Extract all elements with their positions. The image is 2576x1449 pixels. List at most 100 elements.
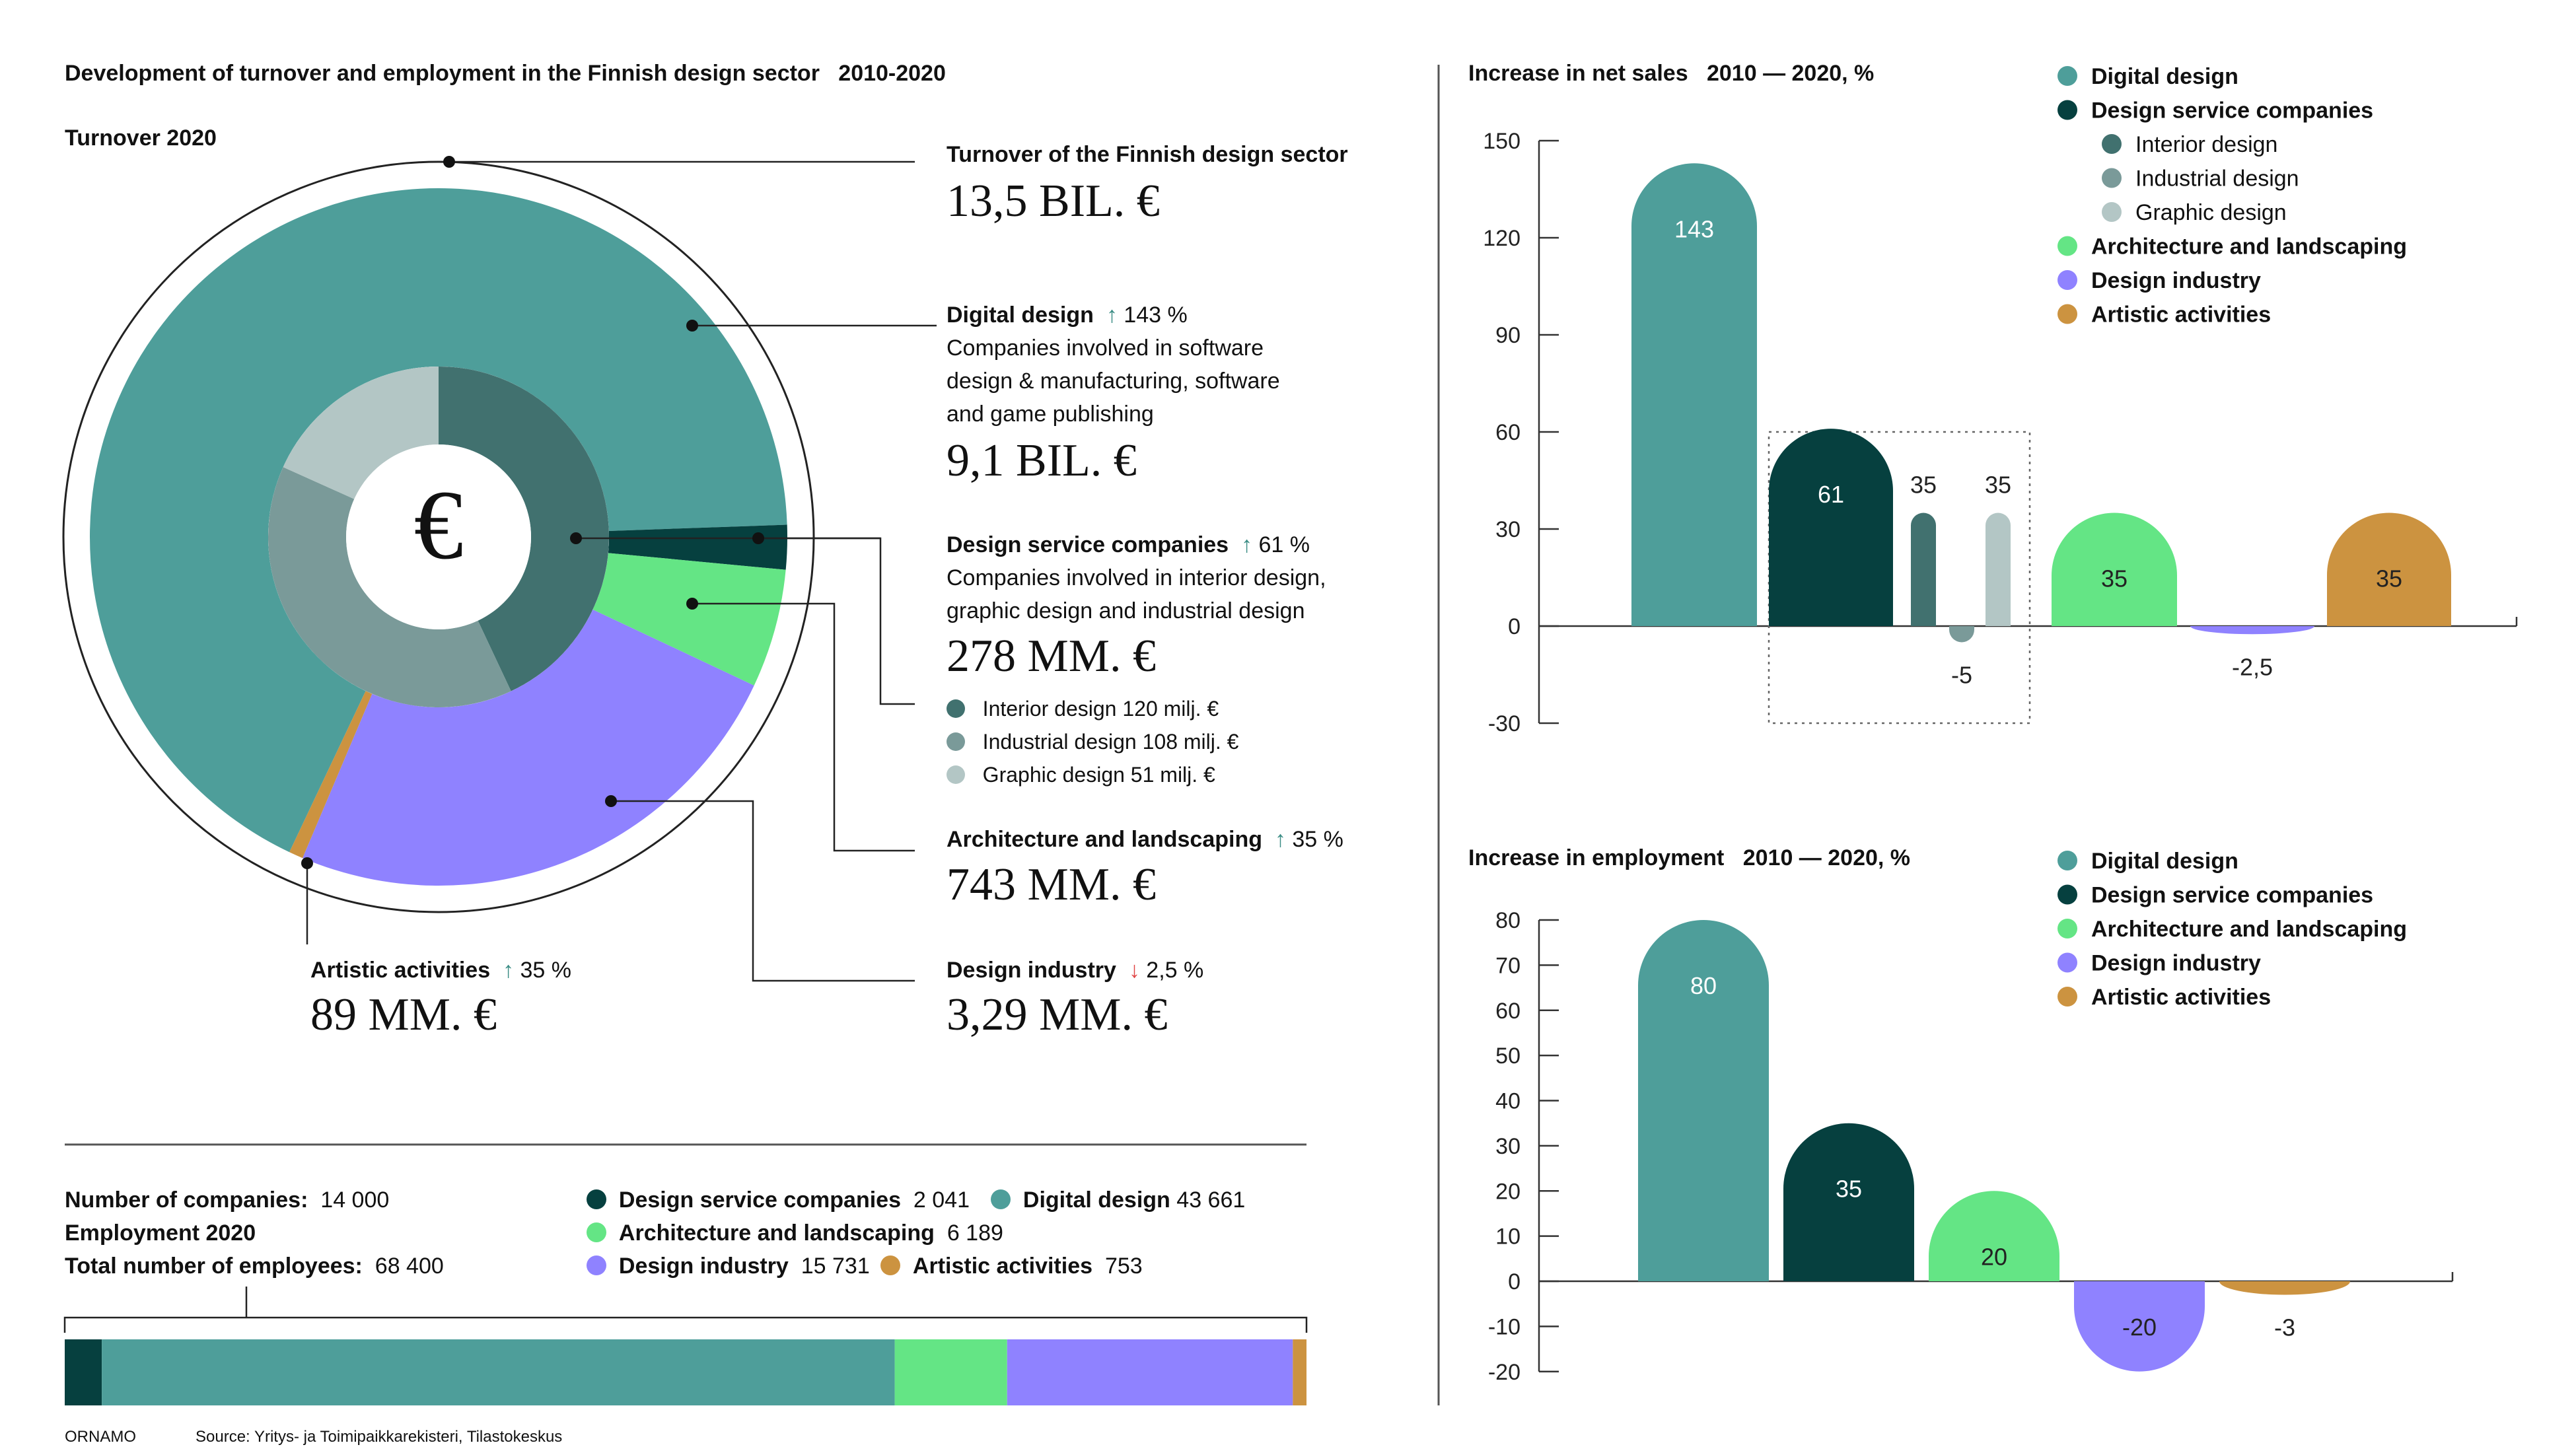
donut-inner-slice-graphic — [283, 367, 439, 499]
leader-line-service — [576, 537, 915, 705]
y-tick-label: 20 — [1495, 1179, 1521, 1204]
legend-swatch-interior — [2102, 134, 2122, 154]
source-label: Source: Yritys- ja Toimipaikkarekisteri,… — [196, 1428, 563, 1446]
y-tick-label: 80 — [1495, 908, 1521, 933]
y-tick-label: 60 — [1495, 420, 1521, 445]
legend-label-service: Design service companies — [2091, 883, 2373, 908]
y-tick-label: 70 — [1495, 953, 1521, 978]
legend-label-digital: Digital design — [2091, 849, 2238, 874]
employees-count: Total number of employees: 68 400 — [65, 1254, 444, 1279]
turnover-label: Turnover 2020 — [65, 125, 217, 151]
legend-swatch-digital — [2057, 851, 2077, 870]
legend-label-artistic: Artistic activities — [2091, 985, 2271, 1010]
y-tick-label: 60 — [1495, 999, 1521, 1024]
net-sales-chart-title: Increase in net sales 2010 — 2020, % — [1468, 61, 1875, 86]
employment-stacked-bar — [63, 1287, 1308, 1405]
emp-bar-segment-artistic — [1293, 1339, 1306, 1405]
y-tick-label: 10 — [1495, 1224, 1521, 1250]
legend-label-service: Design service companies — [2091, 98, 2373, 124]
leader-dot-architecture — [686, 598, 698, 610]
legend-label-industry: Design industry — [2091, 951, 2261, 976]
architecture-annotation-title: Architecture and landscaping ↑ 35 % — [947, 827, 1343, 852]
emp-legend-service: Design service companies 2 041 — [587, 1187, 970, 1213]
leader-dot-industry — [605, 795, 617, 807]
legend-label-digital: Digital design — [2091, 64, 2238, 89]
donut-outer-slice-artistic — [289, 691, 373, 859]
emp-bar-segment-digital — [102, 1339, 895, 1405]
digital-desc-line2: design & manufacturing, software — [947, 369, 1280, 394]
leader-dot-service2 — [752, 532, 764, 544]
employment-bar-chart: 80 70 60 50 40 30 20 10 0 -10 -20 80 35 20 -20 -3 Digita… — [1488, 849, 2454, 1385]
y-tick-label: -30 — [1488, 711, 1521, 736]
bar-label-industry: -2,5 — [2232, 653, 2273, 680]
leader-line-industry — [611, 800, 915, 982]
bar-industry — [2190, 626, 2314, 635]
y-tick-label: 0 — [1508, 614, 1521, 639]
leader-dot-total — [443, 156, 455, 168]
industrial-swatch — [947, 732, 965, 751]
bar-industry — [2074, 1281, 2205, 1372]
service-sub-interior: Interior design 120 milj. € — [947, 697, 1219, 721]
y-tick-label: 40 — [1495, 1089, 1521, 1114]
employment-chart-title: Increase in employment 2010 — 2020, % — [1468, 845, 1911, 870]
emp-legend-swatch — [991, 1189, 1011, 1209]
bar-label-interior: 35 — [1910, 472, 1937, 499]
digital-value: 9,1 BIL. € — [947, 435, 1137, 486]
architecture-value: 743 MM. € — [947, 859, 1156, 910]
service-sub-industrial: Industrial design 108 milj. € — [947, 730, 1238, 754]
service-annotation-title: Design service companies ↑ 61 % — [947, 532, 1310, 557]
digital-annotation-title: Digital design ↑ 143 % — [947, 302, 1188, 328]
legend-swatch-service — [2057, 100, 2077, 120]
y-tick-label: -10 — [1488, 1314, 1521, 1339]
interior-swatch — [947, 699, 965, 718]
legend-label-architecture: Architecture and landscaping — [2091, 234, 2407, 260]
service-sub-graphic: Graphic design 51 milj. € — [947, 763, 1215, 787]
bar-graphic — [1986, 512, 2011, 626]
artistic-annotation-title: Artistic activities ↑ 35 % — [310, 958, 571, 983]
emp-legend-swatch — [587, 1189, 606, 1209]
turnover-donut-chart — [62, 160, 815, 913]
graphic-swatch — [947, 765, 965, 784]
total-turnover-title: Turnover of the Finnish design sector — [947, 142, 1348, 167]
legend-swatch-service — [2057, 884, 2077, 905]
y-tick-label: 30 — [1495, 1134, 1521, 1159]
emp-legend-digital: Digital design 43 661 — [991, 1187, 1245, 1213]
donut-outer-slice-architecture — [592, 553, 786, 686]
bar-label-service: 35 — [1836, 1176, 1862, 1203]
bar-interior — [1911, 512, 1936, 626]
donut-outer-slice-industry — [303, 609, 754, 886]
bar-service — [1769, 429, 1893, 626]
bar-artistic — [2219, 1281, 2350, 1295]
emp-legend-swatch — [587, 1222, 606, 1242]
bar-label-architecture: 20 — [1981, 1243, 2007, 1270]
donut-outer-slice-service — [608, 524, 787, 570]
service-desc-line2: graphic design and industrial design — [947, 598, 1305, 623]
bar-label-architecture: 35 — [2101, 565, 2128, 592]
y-tick-label: 50 — [1495, 1043, 1521, 1069]
bar-label-artistic: -3 — [2274, 1314, 2295, 1341]
emp-legend-industry: Design industry 15 731 — [587, 1254, 870, 1279]
donut-center — [346, 444, 531, 629]
donut-outer-slice-digital — [90, 188, 787, 853]
leader-line-architecture — [692, 602, 915, 852]
total-turnover-value: 13,5 BIL. € — [947, 176, 1160, 227]
artistic-value: 89 MM. € — [310, 989, 497, 1040]
legend-swatch-graphic — [2102, 202, 2122, 222]
legend-label-architecture: Architecture and landscaping — [2091, 917, 2407, 942]
legend-swatch-artistic — [2057, 987, 2077, 1007]
y-tick-label: 150 — [1483, 129, 1521, 154]
y-tick-label: -20 — [1488, 1360, 1521, 1385]
donut-inner-slice-interior — [439, 367, 609, 691]
legend-label-artistic: Artistic activities — [2091, 302, 2271, 328]
page-title: Development of turnover and employment i… — [65, 61, 946, 86]
leader-dot-service — [570, 532, 582, 544]
emp-legend-architecture: Architecture and landscaping 6 189 — [587, 1220, 1003, 1246]
emp-legend-artistic: Artistic activities 753 — [880, 1254, 1143, 1279]
bar-label-digital: 143 — [1674, 215, 1714, 242]
digital-desc-line1: Companies involved in software — [947, 336, 1264, 361]
emp-legend-swatch — [587, 1255, 606, 1275]
legend-label-interior: Interior design — [2135, 132, 2277, 157]
bar-digital — [1631, 163, 1758, 627]
legend-label-industrial: Industrial design — [2135, 166, 2299, 192]
emp-bar-segment-architecture — [894, 1339, 1007, 1405]
